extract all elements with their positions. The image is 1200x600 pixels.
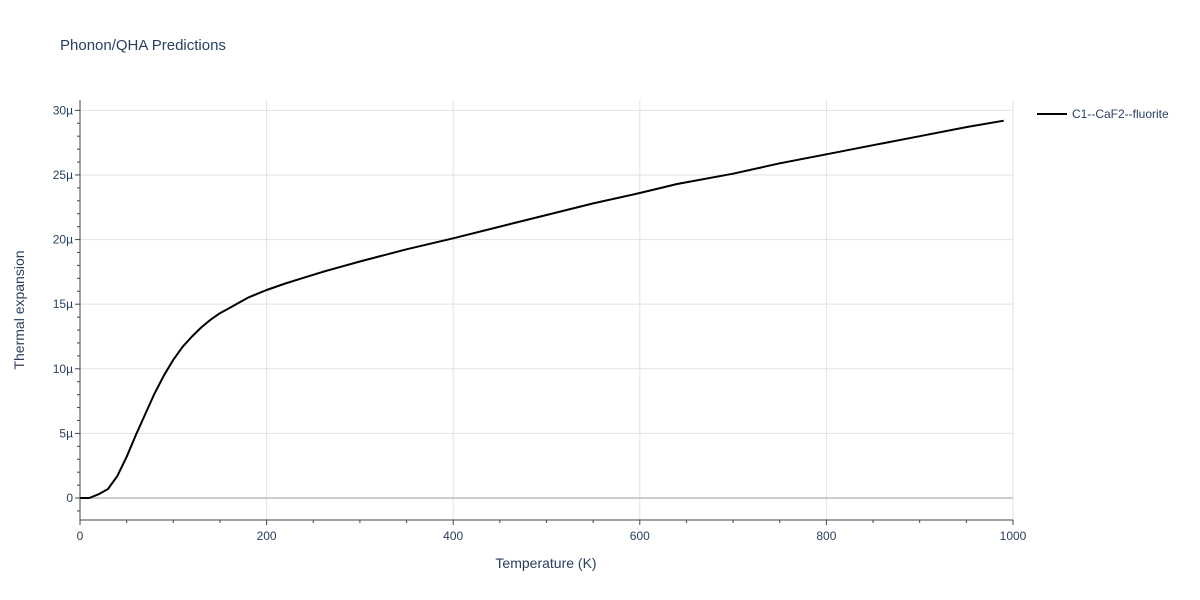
y-axis-title: Thermal expansion	[11, 250, 27, 369]
axes: 0 5µ 10µ 15µ 20µ 25µ 30µ 0 200 400 600 800 1000	[53, 100, 1027, 543]
y-tick-label: 5µ	[59, 426, 73, 440]
legend[interactable]: C1--CaF2--fluorite	[1037, 107, 1169, 121]
y-tick-label: 10µ	[53, 362, 73, 376]
y-tick-label: 15µ	[53, 297, 73, 311]
x-tick-label: 800	[816, 529, 836, 543]
x-tick-label: 200	[257, 529, 277, 543]
x-tick-label: 400	[443, 529, 463, 543]
y-tick-label: 20µ	[53, 233, 73, 247]
x-axis-title: Temperature (K)	[495, 555, 596, 571]
legend-label[interactable]: C1--CaF2--fluorite	[1072, 107, 1169, 121]
x-tick-label: 1000	[1000, 529, 1027, 543]
series-layer	[80, 119, 1004, 499]
x-tick-label: 600	[630, 529, 650, 543]
y-tick-label: 25µ	[53, 168, 73, 182]
grid	[80, 100, 1014, 520]
y-tick-label: 0	[66, 491, 73, 505]
series-line	[80, 119, 1004, 499]
x-tick-label: 0	[77, 529, 84, 543]
y-tick-label: 30µ	[53, 103, 73, 117]
chart-title: Phonon/QHA Predictions	[60, 37, 226, 54]
